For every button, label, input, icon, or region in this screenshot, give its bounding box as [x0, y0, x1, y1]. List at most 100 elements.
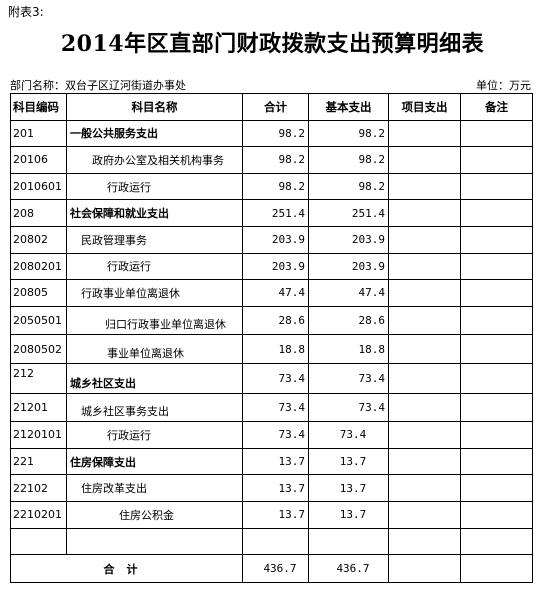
total-amount: 436.7 — [242, 554, 309, 584]
row-note — [460, 447, 533, 476]
row-note — [460, 334, 533, 364]
row-basic: 18.8 — [308, 334, 389, 364]
row-name: 行政运行 — [66, 421, 243, 449]
row-name: 一般公共服务支出 — [66, 119, 243, 148]
row-project — [388, 252, 461, 281]
total-row: 合计 436.7 436.7 — [10, 554, 533, 584]
row-basic: 13.7 — [308, 500, 389, 529]
row-code: 20106 — [10, 146, 67, 174]
row-total: 13.7 — [242, 500, 309, 529]
row-name: 归口行政事业单位离退休 — [66, 305, 243, 336]
row-code: 2010601 — [10, 172, 67, 201]
row-basic: 73.4 — [308, 392, 389, 423]
budget-table: 科目编码 科目名称 合计 基本支出 项目支出 备注 201 一般公共服务支出 9… — [10, 93, 533, 584]
table-row: 22102 住房改革支出 13.7 13.7 — [10, 474, 533, 502]
row-note — [460, 252, 533, 281]
row-name: 城乡社区事务支出 — [66, 392, 243, 423]
table-row: 208 社会保障和就业支出 251.4 251.4 — [10, 199, 533, 227]
row-name: 住房公积金 — [66, 500, 243, 529]
row-project — [388, 279, 461, 307]
table-row: 2010601 行政运行 98.2 98.2 — [10, 172, 533, 201]
row-total: 13.7 — [242, 474, 309, 502]
row-name: 行政运行 — [66, 172, 243, 201]
row-name: 住房改革支出 — [66, 474, 243, 502]
row-name: 政府办公室及相关机构事务 — [66, 146, 243, 174]
table-row: 20802 民政管理事务 203.9 203.9 — [10, 225, 533, 254]
row-total: 73.4 — [242, 362, 309, 394]
row-note — [460, 474, 533, 502]
row-total: 203.9 — [242, 252, 309, 281]
table-row: 2210201 住房公积金 13.7 13.7 — [10, 500, 533, 529]
row-name: 行政事业单位离退休 — [66, 279, 243, 307]
blank-cell — [388, 527, 461, 556]
header-name: 科目名称 — [66, 93, 243, 121]
row-project — [388, 334, 461, 364]
header-note: 备注 — [460, 93, 533, 121]
row-basic: 47.4 — [308, 279, 389, 307]
department-name: 部门名称：双台子区辽河街道办事处 — [10, 79, 186, 92]
total-note — [460, 554, 533, 584]
row-project — [388, 172, 461, 201]
row-basic: 98.2 — [308, 119, 389, 148]
table-row: 2120101 行政运行 73.4 73.4 — [10, 421, 533, 449]
row-name: 民政管理事务 — [66, 225, 243, 254]
row-code: 212 — [10, 362, 67, 394]
row-note — [460, 279, 533, 307]
row-note — [460, 146, 533, 174]
row-code: 221 — [10, 447, 67, 476]
row-note — [460, 305, 533, 336]
blank-cell — [66, 527, 243, 556]
row-name: 社会保障和就业支出 — [66, 199, 243, 227]
table-row: 2050501 归口行政事业单位离退休 28.6 28.6 — [10, 305, 533, 336]
row-total: 28.6 — [242, 305, 309, 336]
row-note — [460, 362, 533, 394]
table-row: 2080502 事业单位离退休 18.8 18.8 — [10, 334, 533, 364]
row-name: 城乡社区支出 — [66, 362, 243, 394]
row-basic: 98.2 — [308, 146, 389, 174]
row-note — [460, 172, 533, 201]
row-basic: 203.9 — [308, 225, 389, 254]
row-basic: 13.7 — [308, 447, 389, 476]
blank-cell — [460, 527, 533, 556]
row-basic: 28.6 — [308, 305, 389, 336]
row-basic: 203.9 — [308, 252, 389, 281]
row-note — [460, 500, 533, 529]
row-code: 201 — [10, 119, 67, 148]
row-project — [388, 225, 461, 254]
header-project: 项目支出 — [388, 93, 461, 121]
row-code: 2080502 — [10, 334, 67, 364]
row-code: 2080201 — [10, 252, 67, 281]
row-total: 73.4 — [242, 421, 309, 449]
blank-cell — [242, 527, 309, 556]
row-total: 13.7 — [242, 447, 309, 476]
table-row: 221 住房保障支出 13.7 13.7 — [10, 447, 533, 476]
row-name: 事业单位离退休 — [66, 334, 243, 364]
row-project — [388, 119, 461, 148]
row-note — [460, 421, 533, 449]
row-basic: 73.4 — [308, 421, 389, 449]
row-note — [460, 392, 533, 423]
row-project — [388, 447, 461, 476]
row-project — [388, 392, 461, 423]
unit-label: 单位：万元 — [476, 79, 531, 92]
row-project — [388, 500, 461, 529]
row-basic: 73.4 — [308, 362, 389, 394]
total-basic: 436.7 — [308, 554, 389, 584]
row-name: 住房保障支出 — [66, 447, 243, 476]
row-total: 203.9 — [242, 225, 309, 254]
blank-row — [10, 527, 533, 556]
table-row: 21201 城乡社区事务支出 73.4 73.4 — [10, 392, 533, 423]
row-total: 98.2 — [242, 172, 309, 201]
row-code: 2050501 — [10, 305, 67, 336]
table-row: 20106 政府办公室及相关机构事务 98.2 98.2 — [10, 146, 533, 174]
row-project — [388, 474, 461, 502]
row-note — [460, 199, 533, 227]
header-total: 合计 — [242, 93, 309, 121]
blank-cell — [10, 527, 67, 556]
row-note — [460, 119, 533, 148]
row-name: 行政运行 — [66, 252, 243, 281]
row-code: 20802 — [10, 225, 67, 254]
row-total: 251.4 — [242, 199, 309, 227]
row-total: 18.8 — [242, 334, 309, 364]
row-total: 98.2 — [242, 119, 309, 148]
